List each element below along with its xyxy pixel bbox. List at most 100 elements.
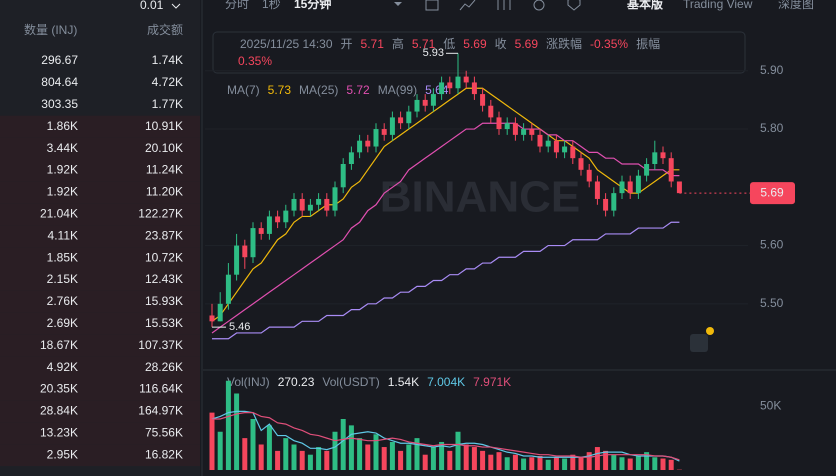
- volume-bar: [512, 454, 518, 470]
- volume-bar: [316, 447, 322, 470]
- info-label: 高: [392, 36, 404, 51]
- volume-bar: [586, 452, 592, 470]
- volume-bar: [430, 447, 436, 470]
- candle-body: [373, 129, 379, 147]
- depth-bar: [0, 400, 200, 423]
- candle-body: [324, 198, 330, 211]
- volume-bar: [668, 459, 674, 470]
- interval[interactable]: 15分钟: [294, 0, 331, 11]
- volume-bar: [283, 438, 289, 470]
- candle-body: [545, 140, 551, 147]
- volume-bar: [365, 444, 371, 470]
- icon[interactable]: [533, 0, 545, 11]
- volume-bar: [635, 455, 641, 470]
- candle-body: [611, 193, 617, 211]
- depth-bar: [0, 312, 200, 335]
- icon[interactable]: [497, 0, 511, 10]
- candle-body: [562, 146, 568, 153]
- volume-bar: [266, 425, 272, 470]
- vol-label: Vol(USDT): [322, 375, 379, 389]
- total: 107.37K: [138, 338, 183, 352]
- volume-bar: [340, 419, 346, 470]
- dropdown-arrow[interactable]: [394, 2, 402, 6]
- volume-bar: [619, 457, 625, 470]
- total: 1.77K: [152, 97, 183, 111]
- total: 15.93K: [145, 294, 183, 308]
- view-tab[interactable]: 深度图: [778, 0, 814, 11]
- candle-body: [316, 198, 322, 205]
- last-price: 5.69: [760, 185, 784, 199]
- depth-bar: [0, 225, 200, 248]
- vol-label: Vol(INJ): [227, 375, 270, 389]
- depth-bar: [0, 356, 200, 379]
- candle-body: [504, 123, 510, 130]
- volume-bar: [463, 444, 469, 470]
- column-header: 数量 (INJ): [24, 22, 77, 37]
- interval[interactable]: 1秒: [262, 0, 281, 11]
- precision[interactable]: 0.01: [140, 0, 164, 12]
- amount: 2.95K: [47, 447, 78, 461]
- info-value: 5.69: [463, 37, 487, 51]
- chart-tool[interactable]: [690, 334, 708, 352]
- total: 15.53K: [145, 316, 183, 330]
- volume-bar: [504, 457, 510, 470]
- amount: 2.15K: [47, 272, 78, 286]
- view-tab[interactable]: 基本版: [626, 0, 663, 11]
- y-tick-label: 5.60: [760, 238, 784, 252]
- candle-body: [578, 158, 584, 170]
- candle-body: [586, 169, 592, 182]
- volume-bar: [291, 444, 297, 470]
- depth-bar: [0, 334, 200, 357]
- amount: 4.11K: [48, 228, 78, 242]
- icon[interactable]: [567, 0, 581, 11]
- candle-body: [537, 134, 543, 147]
- candle-body: [209, 315, 215, 322]
- vol-value: 1.54K: [388, 375, 419, 389]
- candle-body: [307, 204, 313, 211]
- candle-body: [463, 76, 469, 83]
- candle-body: [496, 117, 502, 130]
- volume-bar: [570, 454, 576, 470]
- total: 12.43K: [145, 272, 183, 286]
- candle-body: [381, 129, 387, 135]
- volume-bar: [455, 431, 461, 470]
- dropdown-arrow[interactable]: [171, 3, 181, 9]
- info-label: 振幅: [636, 36, 660, 51]
- candle-body: [570, 146, 576, 159]
- high-label: 5.93: [423, 47, 444, 59]
- candle-body: [668, 158, 674, 182]
- icon[interactable]: [459, 0, 476, 11]
- volume-bar: [324, 450, 330, 470]
- candle-body: [619, 181, 625, 194]
- volume-bar: [603, 450, 609, 470]
- volume-bar: [644, 452, 650, 470]
- depth-bar: [0, 269, 200, 291]
- candle-body: [529, 129, 535, 135]
- view-tab[interactable]: Trading View: [683, 0, 753, 11]
- volume-bar: [422, 454, 428, 470]
- volume-bar: [627, 458, 633, 470]
- y-tick-label: 5.90: [760, 63, 784, 77]
- volume-bar: [406, 444, 412, 470]
- amount: 804.64: [41, 75, 78, 89]
- volume-bar: [234, 393, 240, 470]
- interval[interactable]: 分时: [225, 0, 249, 11]
- depth-bar: [0, 137, 200, 160]
- volume-bar: [414, 438, 420, 470]
- candle-body: [430, 94, 436, 106]
- icon[interactable]: [425, 0, 439, 11]
- depth-bar: [0, 247, 200, 269]
- candle-body: [266, 216, 272, 234]
- watermark: BINANCE: [380, 173, 580, 222]
- ma-value: 5.72: [346, 83, 370, 97]
- total: 23.87K: [145, 228, 183, 242]
- volume-bar: [209, 412, 215, 470]
- candle-body: [439, 82, 445, 95]
- total: 164.97K: [138, 404, 183, 418]
- info-time: 2025/11/25 14:30: [240, 37, 333, 51]
- candle-body: [635, 175, 641, 194]
- toolbar-icons[interactable]: [425, 0, 581, 11]
- candle-body: [521, 129, 527, 135]
- amount: 2.69K: [47, 316, 78, 330]
- candle-body: [553, 140, 559, 153]
